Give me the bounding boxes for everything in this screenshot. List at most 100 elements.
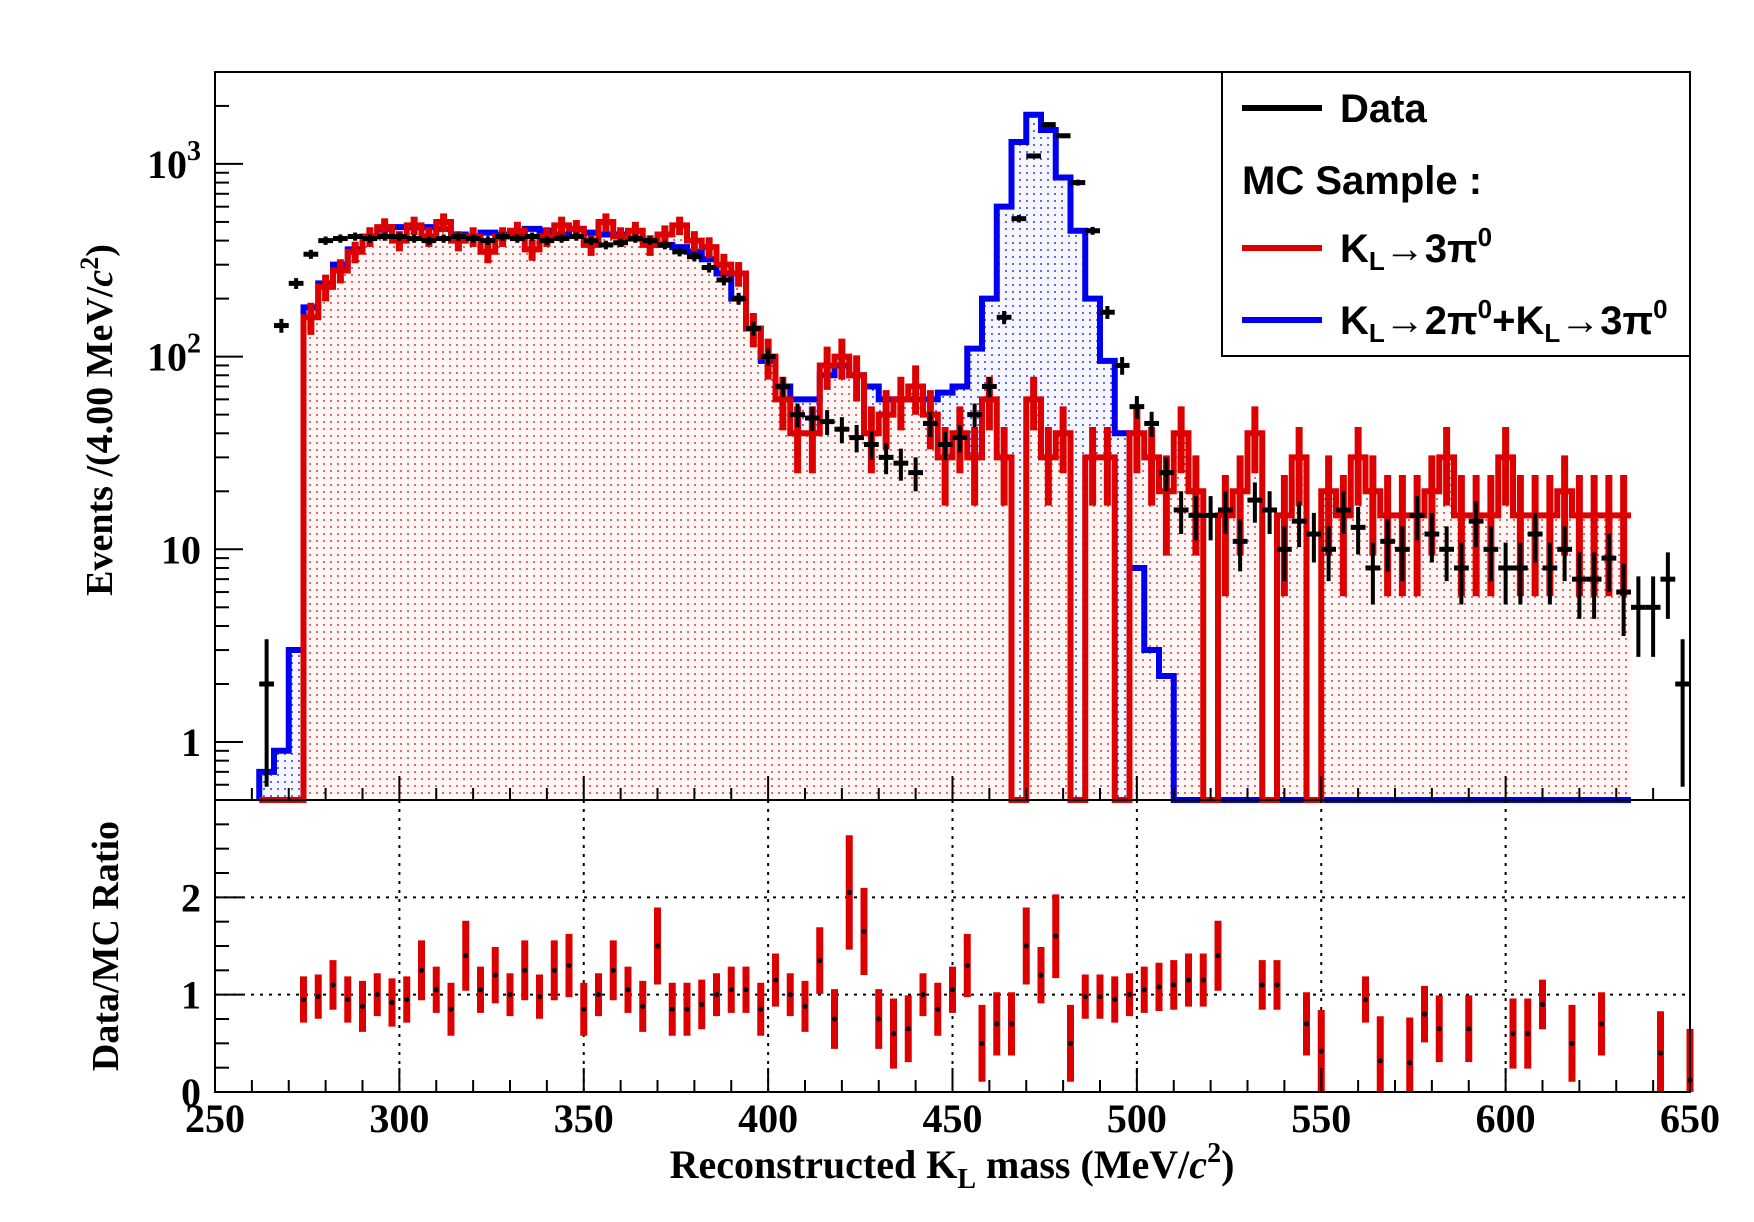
- x-tick-label: 250: [185, 1096, 245, 1141]
- ratio-point: [742, 966, 750, 1013]
- top-x-ticks: [214, 776, 1691, 800]
- data-point: [436, 234, 451, 243]
- data-point: [701, 262, 717, 273]
- data-point: [1144, 411, 1159, 437]
- data-point: [1129, 396, 1145, 419]
- x-tick-label: 550: [1291, 1096, 1351, 1141]
- data-point: [672, 247, 687, 257]
- ratio-point: [1568, 1004, 1576, 1082]
- data-point: [1041, 122, 1056, 128]
- ratio-point: [1067, 1004, 1074, 1082]
- ratio-point: [772, 953, 779, 1007]
- ratio-y-tick-label: 2: [181, 875, 201, 920]
- ratio-point: [1362, 976, 1369, 1023]
- data-point: [1631, 576, 1646, 657]
- ratio-point: [521, 940, 529, 1001]
- ratio-point: [713, 973, 720, 1017]
- data-point: [982, 377, 997, 398]
- legend-box: [1221, 71, 1691, 357]
- data-point: [1380, 519, 1395, 572]
- data-point: [1026, 153, 1041, 159]
- data-point: [347, 232, 363, 241]
- ratio-point: [1273, 960, 1281, 1010]
- ratio-point: [447, 982, 455, 1036]
- top-y-tick-label: 103: [147, 136, 201, 187]
- x-tick-label: 450: [923, 1096, 983, 1141]
- ratio-point: [816, 927, 824, 994]
- x-tick-label: 600: [1476, 1096, 1536, 1141]
- top-y-axis: 1 10 102 103: [147, 71, 243, 786]
- ratio-point: [1303, 992, 1310, 1056]
- ratio-point: [757, 982, 765, 1036]
- data-point: [288, 278, 304, 289]
- data-point: [1247, 482, 1263, 523]
- legend-header: MC Sample :: [1242, 159, 1482, 203]
- data-point: [1262, 491, 1277, 535]
- data-point: [790, 403, 805, 428]
- data-point: [1055, 133, 1071, 139]
- data-point: [937, 431, 953, 460]
- ratio-point: [890, 998, 897, 1069]
- ratio-point: [949, 966, 956, 1013]
- ratio-y-tick-label: 1: [181, 973, 201, 1018]
- ratio-point: [727, 966, 735, 1013]
- ratio-point: [506, 973, 514, 1017]
- ratio-point: [919, 973, 927, 1017]
- data-point: [510, 234, 525, 243]
- ratio-point: [904, 995, 912, 1063]
- data-point: [1454, 542, 1469, 605]
- data-point: [259, 639, 274, 787]
- data-point: [834, 417, 850, 444]
- data-point: [1291, 501, 1307, 548]
- ratio-point: [1037, 946, 1045, 1004]
- data-point: [775, 377, 791, 398]
- ratio-point: [1421, 985, 1428, 1043]
- mc-3pi0-area: [259, 221, 1631, 800]
- ratio-point: [786, 973, 794, 1017]
- data-point: [1586, 552, 1602, 619]
- ratio-point: [1185, 953, 1192, 1007]
- ratio-point: [565, 933, 573, 998]
- data-point: [628, 234, 643, 243]
- ratio-point: [1081, 974, 1089, 1019]
- data-point: [583, 236, 599, 245]
- data-point: [1350, 506, 1366, 555]
- x-tick-label: 400: [738, 1096, 798, 1141]
- data-point: [377, 232, 392, 241]
- legend-mc1-label: KL→3π0: [1340, 222, 1492, 276]
- data-point: [952, 425, 968, 453]
- top-y-tick-label: 10: [161, 527, 201, 572]
- data-point: [318, 236, 333, 245]
- ratio-point: [963, 933, 971, 998]
- data-point: [524, 232, 540, 241]
- ratio-x-axis: 250 300 350 400 450 500 550 600 650: [185, 1068, 1720, 1141]
- data-point: [1114, 357, 1130, 375]
- data-point: [495, 232, 510, 241]
- data-point: [480, 236, 496, 245]
- data-point: [657, 240, 673, 250]
- ratio-y-axis-label: Data/MC Ratio: [85, 821, 127, 1071]
- data-point: [465, 234, 481, 243]
- mc-3pi0-line: [259, 213, 1631, 803]
- ratio-point: [875, 989, 883, 1049]
- ratio-point: [1126, 973, 1133, 1017]
- ratio-point: [1052, 894, 1060, 979]
- data-point: [1070, 179, 1086, 186]
- data-point: [1660, 552, 1676, 619]
- ratio-point: [314, 974, 322, 1019]
- top-plot: 1 10 102 103 Events /(4.00 MeV/c2) Data MC …: [75, 71, 1691, 803]
- ratio-point: [1008, 992, 1015, 1056]
- data-point: [1468, 501, 1484, 548]
- ratio-point: [1465, 995, 1473, 1063]
- ratio-point: [344, 976, 352, 1023]
- data-point: [1439, 526, 1454, 582]
- data-point: [1645, 576, 1661, 657]
- data-point: [1159, 457, 1174, 492]
- ratio-point: [1406, 1017, 1414, 1092]
- data-point: [1572, 552, 1587, 619]
- data-point: [746, 321, 761, 336]
- ratio-point: [1140, 966, 1148, 1013]
- ratio-points: [300, 835, 1694, 1092]
- top-y-axis-label: Events /(4.00 MeV/c2): [75, 244, 121, 596]
